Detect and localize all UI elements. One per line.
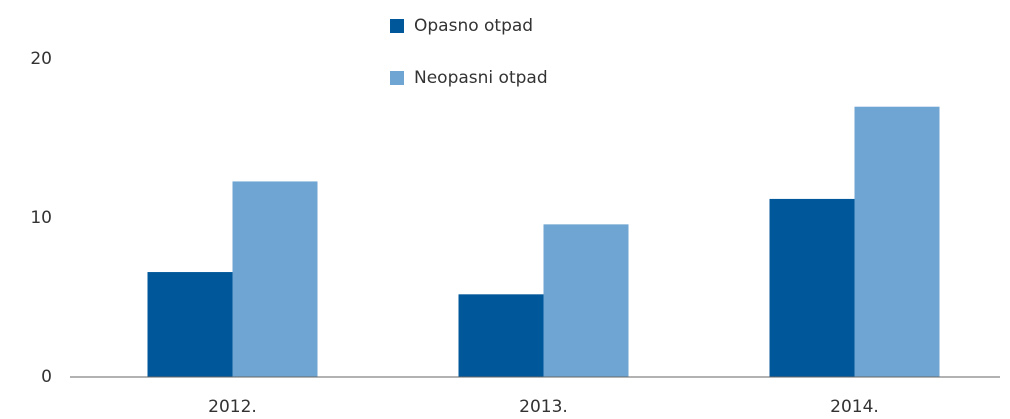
- x-tick-label: 2012.: [208, 397, 257, 417]
- bar: [147, 272, 233, 377]
- x-tick-label: 2013.: [519, 397, 568, 417]
- bar: [458, 294, 544, 377]
- bar: [232, 181, 318, 377]
- x-tick-label: 2014.: [830, 397, 879, 417]
- bar: [543, 224, 629, 377]
- y-tick-label: 0: [41, 367, 52, 387]
- legend-swatch: [390, 71, 404, 85]
- legend-label: Neopasni otpad: [414, 68, 548, 88]
- bar: [769, 198, 855, 377]
- legend-swatch: [390, 19, 404, 33]
- legend-label: Opasno otpad: [414, 16, 533, 36]
- y-tick-label: 20: [30, 49, 52, 69]
- y-tick-label: 10: [30, 208, 52, 228]
- bar: [854, 106, 940, 377]
